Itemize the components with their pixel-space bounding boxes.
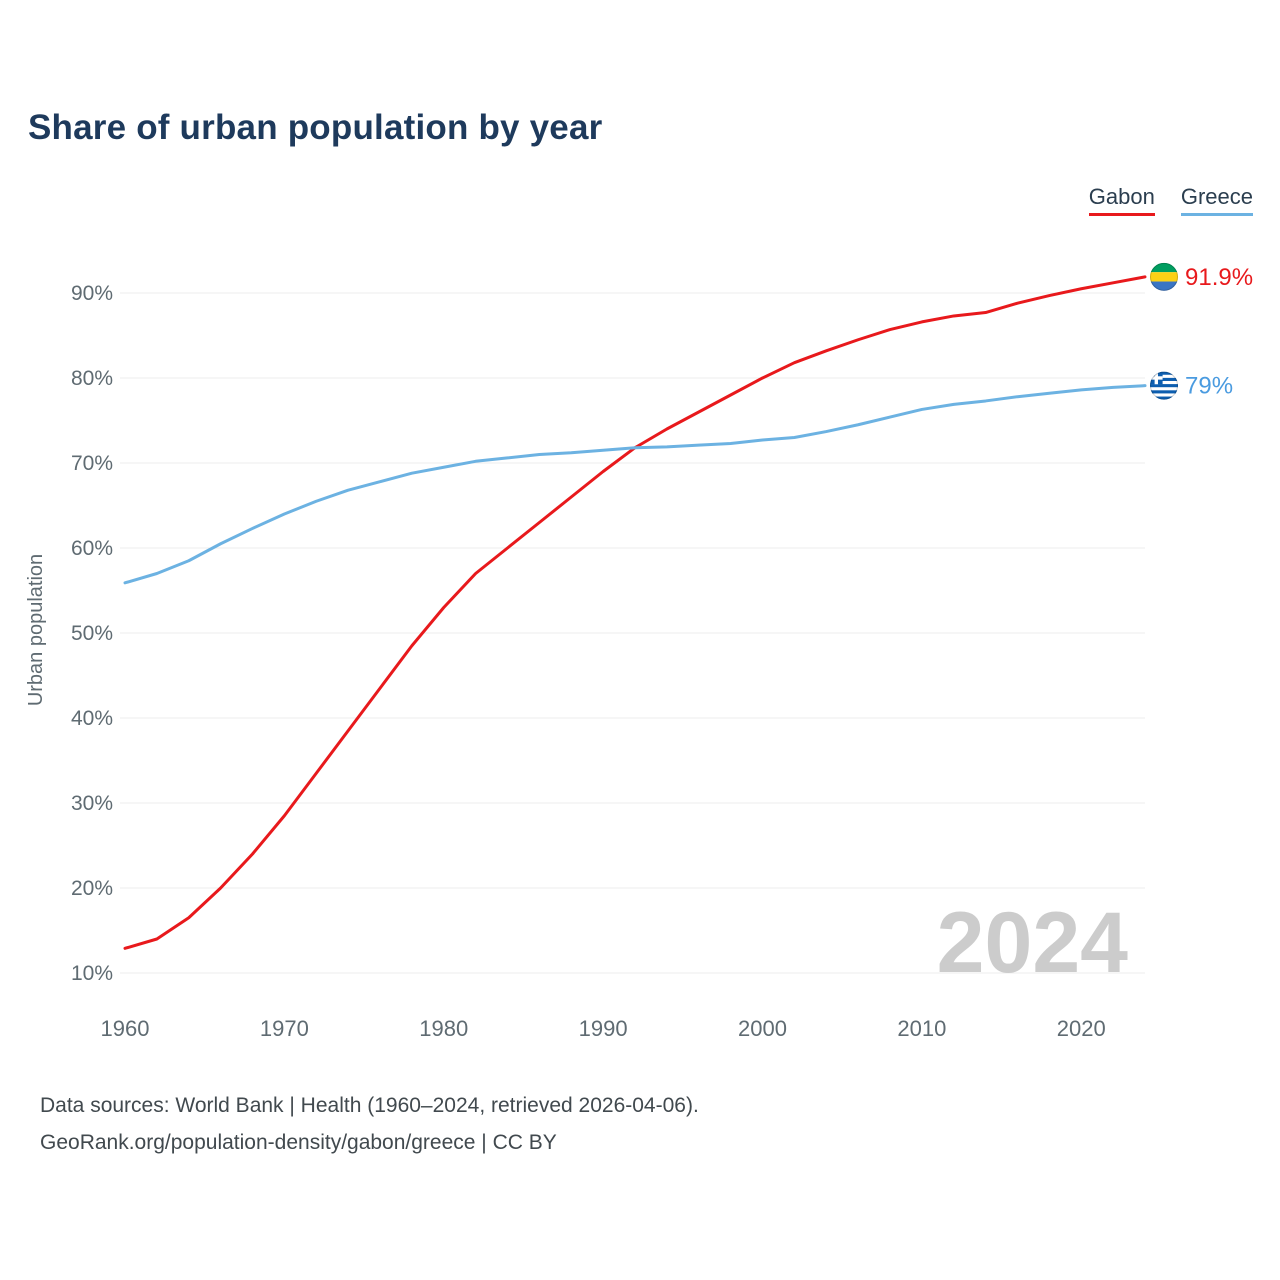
end-value-gabon: 91.9% bbox=[1185, 264, 1253, 291]
y-tick-label: 10% bbox=[71, 962, 113, 985]
x-tick-label: 1980 bbox=[419, 1016, 468, 1041]
gabon-flag-border bbox=[1150, 262, 1178, 291]
greece-flag-border bbox=[1150, 371, 1178, 400]
legend: Gabon Greece bbox=[1088, 184, 1253, 216]
x-tick-label: 2000 bbox=[738, 1016, 787, 1041]
footer: Data sources: World Bank | Health (1960–… bbox=[40, 1088, 699, 1162]
footer-sources: Data sources: World Bank | Health (1960–… bbox=[40, 1094, 699, 1117]
chart-title: Share of urban population by year bbox=[28, 108, 603, 147]
y-tick-label: 80% bbox=[71, 367, 113, 390]
watermark-year: 2024 bbox=[937, 895, 1128, 991]
legend-item-greece[interactable]: Greece bbox=[1180, 184, 1253, 216]
x-tick-label: 2020 bbox=[1057, 1016, 1106, 1041]
x-tick-label: 1990 bbox=[579, 1016, 628, 1041]
series-line-greece bbox=[123, 384, 1147, 585]
line-chart: 10% 20% 30% 40% 50% 60% 70% 80% 90% 1960 1970 1980 1… bbox=[25, 262, 1253, 1041]
footer-attribution: GeoRank.org/population-density/gabon/gre… bbox=[40, 1130, 557, 1154]
x-tick-label: 1970 bbox=[260, 1016, 309, 1041]
y-tick-label: 20% bbox=[71, 877, 113, 900]
end-value-greece: 79% bbox=[1185, 373, 1233, 400]
y-tick-label: 50% bbox=[71, 622, 113, 645]
x-tick-label: 1960 bbox=[101, 1016, 150, 1041]
y-tick-label: 70% bbox=[71, 452, 113, 475]
y-tick-label: 60% bbox=[71, 537, 113, 560]
gabon-flag bbox=[1150, 262, 1178, 291]
x-tick-label: 2010 bbox=[897, 1016, 946, 1041]
greece-flag bbox=[1150, 371, 1178, 400]
legend-item-gabon[interactable]: Gabon bbox=[1088, 184, 1155, 216]
y-tick-label: 90% bbox=[71, 282, 113, 305]
y-tick-label: 30% bbox=[71, 792, 113, 815]
y-tick-label: 40% bbox=[71, 707, 113, 730]
y-axis-title: Urban population bbox=[25, 554, 47, 706]
